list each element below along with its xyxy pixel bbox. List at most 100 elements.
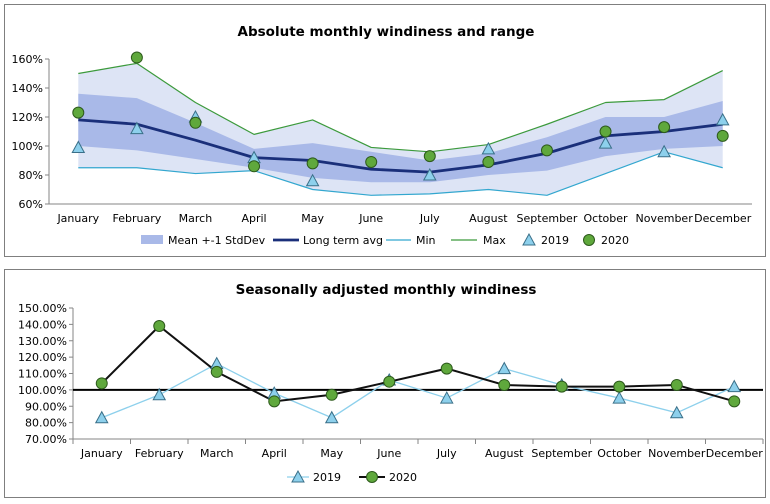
point-2019 — [305, 173, 320, 187]
point-2019 — [152, 387, 167, 401]
point-2020 — [130, 51, 143, 64]
legend-label: Max — [483, 234, 506, 247]
x-tick-label: February — [113, 212, 162, 225]
y-tick-label: 90.00% — [25, 400, 67, 413]
legend-2019-swatch — [291, 469, 305, 483]
point-2020 — [306, 157, 319, 170]
x-tick-label: August — [469, 212, 508, 225]
y-tick-label: 160% — [12, 53, 43, 66]
legend-2020-swatch — [583, 234, 595, 246]
x-tick-label: April — [241, 212, 266, 225]
windiness-range-chart: Absolute monthly windiness and range 60%… — [12, 24, 752, 247]
x-tick-label: July — [436, 447, 457, 460]
y-tick-label: 120.00% — [18, 351, 67, 364]
y-tick-label: 80% — [19, 169, 43, 182]
point-2020 — [72, 106, 85, 119]
x-tick-label: February — [135, 447, 184, 460]
point-2019 — [715, 112, 730, 126]
chart-title: Absolute monthly windiness and range — [238, 24, 535, 40]
point-2020 — [325, 388, 338, 401]
point-2020 — [248, 160, 261, 173]
point-2019 — [598, 136, 613, 149]
long-term-avg-line — [78, 118, 723, 174]
y-tick-label: 140% — [12, 82, 43, 95]
legend-mean-stddev-swatch — [141, 235, 163, 244]
x-tick-label: October — [597, 447, 641, 460]
point-2020 — [728, 395, 741, 408]
windiness-range-chart-panel: Absolute monthly windiness and range 60%… — [4, 4, 766, 257]
legend-label: 2020 — [601, 234, 629, 247]
legend-label: Long term avg — [303, 234, 383, 247]
x-tick-label: December — [694, 212, 752, 225]
x-tick-label: August — [485, 447, 524, 460]
y-tick-label: 150.00% — [18, 302, 67, 315]
point-2019 — [94, 410, 109, 424]
x-tick-label: September — [517, 212, 578, 225]
point-2020 — [482, 155, 495, 168]
legend-label: 2019 — [313, 471, 341, 484]
x-tick-label: January — [56, 212, 99, 225]
point-2020 — [153, 320, 166, 333]
x-tick-label: November — [636, 212, 694, 225]
point-2020 — [716, 129, 729, 142]
point-2020 — [210, 365, 223, 378]
seasonally-adjusted-chart-panel: Seasonally adjusted monthly windiness 70… — [4, 269, 766, 498]
x-tick-label: September — [531, 447, 592, 460]
y-tick-label: 100.00% — [18, 384, 67, 397]
point-2020 — [658, 121, 671, 134]
seasonally-adjusted-chart: Seasonally adjusted monthly windiness 70… — [18, 282, 764, 484]
point-2019 — [439, 391, 454, 404]
point-2019 — [422, 167, 437, 181]
point-2020 — [555, 380, 568, 393]
y-tick-label: 140.00% — [18, 318, 67, 331]
legend-label: 2019 — [541, 234, 569, 247]
point-2020 — [540, 144, 553, 157]
legend-label: Min — [416, 234, 436, 247]
y-tick-label: 80.00% — [25, 417, 67, 430]
x-tick-label: October — [584, 212, 628, 225]
y-tick-label: 70.00% — [25, 433, 67, 446]
x-tick-label: July — [419, 212, 440, 225]
y-tick-label: 120% — [12, 111, 43, 124]
point-2019 — [481, 141, 496, 155]
x-tick-label: May — [320, 447, 343, 460]
y-tick-label: 130.00% — [18, 335, 67, 348]
point-2020 — [440, 362, 453, 375]
y-tick-label: 110.00% — [18, 368, 67, 381]
point-2019 — [324, 410, 339, 424]
point-2020 — [268, 395, 281, 408]
point-2019 — [130, 121, 144, 135]
point-2019 — [497, 361, 512, 375]
point-2019 — [612, 391, 627, 404]
max-line — [78, 62, 723, 153]
point-2020 — [189, 116, 202, 129]
legend-label: Mean +-1 StdDev — [168, 234, 266, 247]
x-tick-label: March — [200, 447, 234, 460]
x-tick-label: January — [80, 447, 123, 460]
point-2020 — [498, 378, 511, 391]
y-tick-label: 100% — [12, 140, 43, 153]
x-tick-label: June — [358, 212, 383, 225]
point-2020 — [670, 378, 683, 391]
line-2019 — [101, 362, 735, 419]
line-2020 — [101, 324, 735, 403]
point-2020 — [383, 375, 396, 388]
point-2020 — [95, 377, 108, 390]
x-tick-label: March — [179, 212, 213, 225]
point-2019 — [71, 140, 86, 153]
point-2020 — [613, 380, 626, 393]
point-2020 — [599, 125, 612, 138]
x-tick-label: May — [301, 212, 324, 225]
legend-label: 2020 — [389, 471, 417, 484]
point-2019 — [727, 379, 742, 393]
x-tick-label: November — [648, 447, 706, 460]
point-2019 — [669, 405, 684, 419]
x-tick-label: April — [262, 447, 287, 460]
x-tick-label: June — [376, 447, 401, 460]
chart-title: Seasonally adjusted monthly windiness — [236, 282, 537, 298]
mean-stddev-band — [78, 93, 723, 183]
point-2020 — [365, 155, 378, 168]
point-2019 — [657, 144, 671, 158]
y-tick-label: 60% — [19, 198, 43, 211]
point-2020 — [423, 150, 436, 163]
